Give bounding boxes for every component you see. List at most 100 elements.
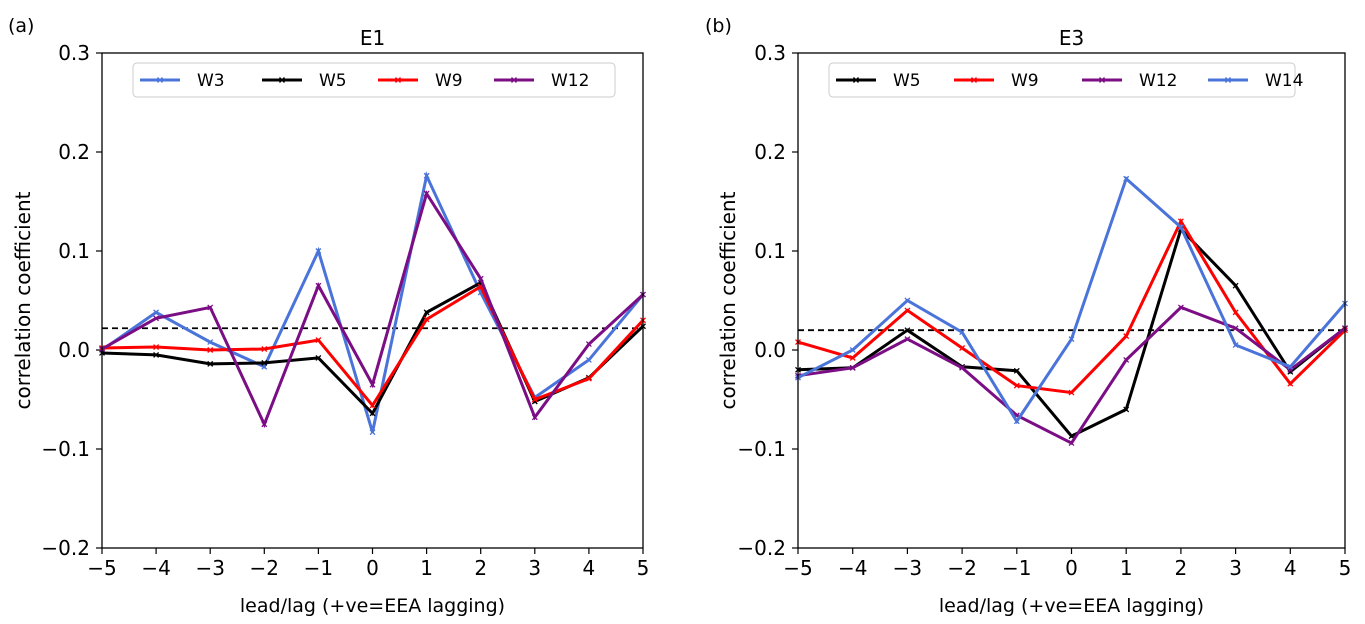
x-tick-label: 2 <box>474 556 487 580</box>
panel-b: (b) E3 −0.2 −0.1 0.0 0.1 0.2 0.3 −5 −4 −3 −2 −1 0 1 2 3 4… <box>705 15 1351 617</box>
data-point-w5 <box>1013 367 1020 374</box>
data-point-w14 <box>1123 175 1130 182</box>
data-point-w12 <box>315 282 322 289</box>
x-tick-label: −4 <box>141 556 170 580</box>
data-point-w9 <box>315 337 322 344</box>
y-tick-label: 0.1 <box>58 239 90 263</box>
data-point-w3 <box>153 309 160 316</box>
legend-marker <box>511 77 517 83</box>
x-axis-label: lead/lag (+ve=EEA lagging) <box>240 595 505 617</box>
x-tick-label: 4 <box>1284 556 1297 580</box>
data-point-w14 <box>1013 418 1020 425</box>
y-tick-label: 0.0 <box>754 338 786 362</box>
x-tick-label: −2 <box>250 556 279 580</box>
data-point-w12 <box>531 414 538 421</box>
data-point-w9 <box>531 396 538 403</box>
data-point-w9 <box>1013 382 1020 389</box>
data-point-w3 <box>207 339 214 346</box>
data-point-w3 <box>585 356 592 363</box>
data-point-w9 <box>207 347 214 353</box>
legend-label-w12: W12 <box>551 71 589 91</box>
x-tick-label: −5 <box>783 556 812 580</box>
data-point-w14 <box>1177 224 1184 231</box>
chart-title: E3 <box>1059 26 1084 50</box>
legend-marker <box>971 77 977 83</box>
data-point-w9 <box>261 346 268 352</box>
data-point-w5 <box>1068 433 1075 440</box>
data-point-w9 <box>1123 333 1130 340</box>
data-point-w14 <box>1287 363 1294 370</box>
data-point-w12 <box>423 190 430 197</box>
data-point-w5 <box>904 327 911 334</box>
legend-box <box>828 62 1296 98</box>
y-tick-label: 0.3 <box>58 41 90 65</box>
data-point-w9 <box>1068 389 1075 396</box>
legend-label-w5: W5 <box>319 71 347 91</box>
data-point-w12 <box>1177 304 1184 311</box>
legend-label-w9: W9 <box>1011 71 1039 91</box>
x-tick-label: 3 <box>528 556 541 580</box>
x-tick-label: 5 <box>637 556 650 580</box>
data-point-w9 <box>1287 380 1294 387</box>
data-point-w12 <box>1123 356 1130 363</box>
legend-label-w14: W14 <box>1265 71 1303 91</box>
data-point-w9 <box>1177 218 1184 225</box>
data-point-w12 <box>1068 440 1075 447</box>
y-tick-label: 0.2 <box>58 140 90 164</box>
data-point-w12 <box>849 364 856 371</box>
x-tick-label: −4 <box>838 556 867 580</box>
data-point-w14 <box>1068 336 1075 343</box>
data-point-w12 <box>959 364 966 371</box>
series-line-w14 <box>797 176 1347 425</box>
data-point-w14 <box>959 329 966 336</box>
data-point-w12 <box>369 381 376 388</box>
legend-label-w3: W3 <box>197 71 225 91</box>
data-point-w14 <box>1232 342 1239 349</box>
x-tick-label: −3 <box>893 556 922 580</box>
legend-label-w9: W9 <box>435 71 463 91</box>
x-tick-label: −1 <box>1002 556 1031 580</box>
x-tick-label: 0 <box>366 556 379 580</box>
data-point-w9 <box>849 354 856 361</box>
legend-marker <box>279 77 285 83</box>
legend-label-w5: W5 <box>893 71 921 91</box>
y-tick-label: −0.1 <box>737 437 786 461</box>
legend-marker <box>157 77 163 83</box>
data-point-w12 <box>1232 325 1239 332</box>
data-point-w9 <box>1232 309 1239 316</box>
legend-marker <box>1099 77 1105 83</box>
data-point-w5 <box>153 351 160 358</box>
data-point-w5 <box>1123 406 1130 413</box>
y-tick-label: −0.1 <box>41 437 90 461</box>
data-point-w5 <box>315 354 322 361</box>
series-line-w3 <box>101 171 645 433</box>
y-axis-label: correlation coefficient <box>716 191 740 409</box>
x-axis-label: lead/lag (+ve=EEA lagging) <box>939 595 1204 617</box>
y-tick-label: 0.0 <box>58 338 90 362</box>
data-point-w9 <box>904 307 911 314</box>
x-tick-label: −3 <box>195 556 224 580</box>
data-point-w3 <box>423 172 430 179</box>
legend-label-w12: W12 <box>1139 71 1177 91</box>
y-tick-label: 0.3 <box>754 41 786 65</box>
legend-marker <box>1225 77 1231 83</box>
legend-box <box>132 62 616 98</box>
x-tick-label: 5 <box>1339 556 1352 580</box>
data-point-w12 <box>904 336 911 343</box>
data-point-w5 <box>1232 282 1239 289</box>
data-point-w12 <box>585 341 592 348</box>
x-tick-label: −5 <box>87 556 116 580</box>
x-tick-label: −1 <box>304 556 333 580</box>
plot-frame <box>101 52 644 549</box>
data-point-w9 <box>423 316 430 323</box>
panel-label: (a) <box>8 15 34 37</box>
x-tick-label: −2 <box>947 556 976 580</box>
data-point-w3 <box>369 429 376 436</box>
data-point-w12 <box>477 275 484 282</box>
chart-title: E1 <box>360 26 385 50</box>
y-tick-label: −0.2 <box>41 536 90 560</box>
data-point-w9 <box>153 344 160 350</box>
data-point-w14 <box>904 297 911 304</box>
data-point-w14 <box>849 347 856 353</box>
